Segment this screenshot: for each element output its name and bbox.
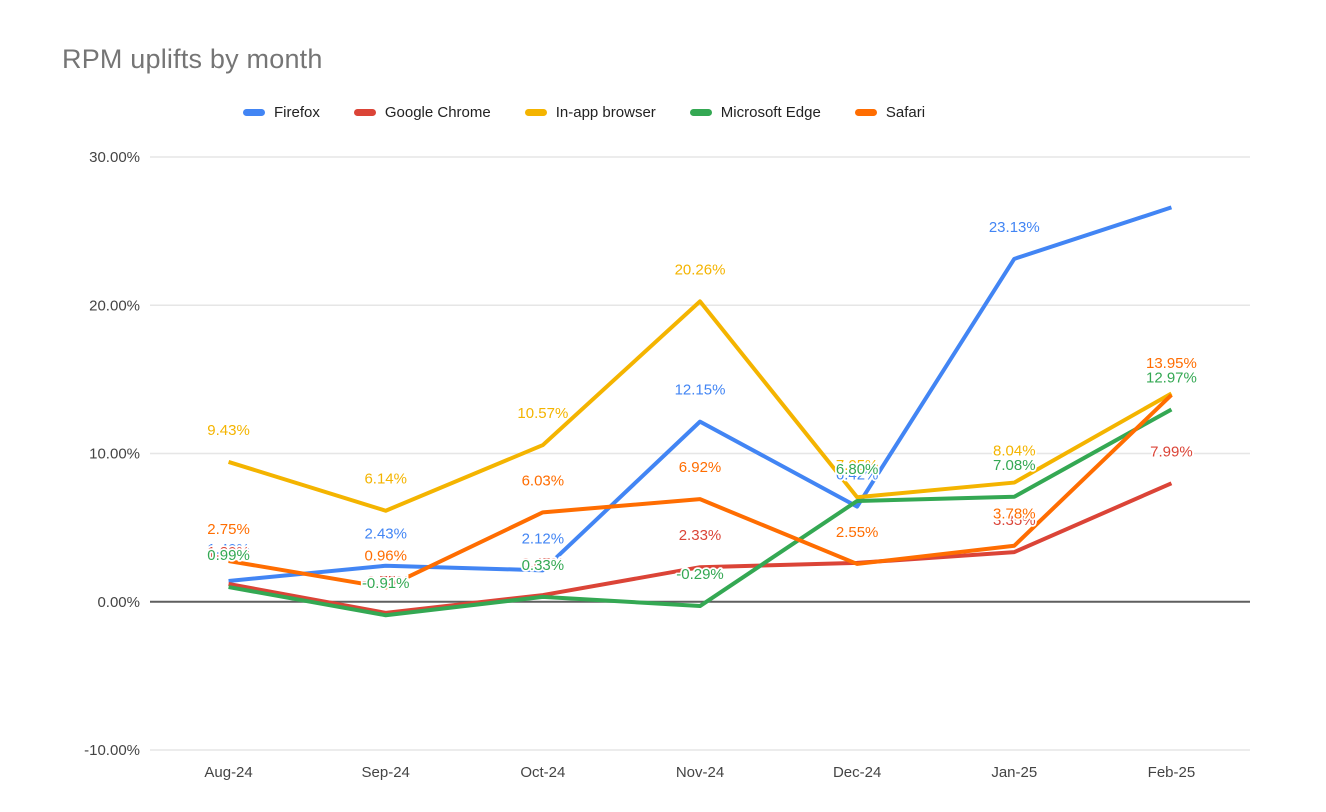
legend-label: Safari bbox=[885, 104, 926, 121]
legend-swatch-icon bbox=[243, 109, 265, 116]
legend: Firefox Google Chrome In-app browser Micros… bbox=[243, 104, 925, 121]
y-axis-tick-label: 30.00% bbox=[89, 149, 140, 166]
data-label-google-chrome: 0.45% bbox=[522, 555, 565, 572]
data-label-microsoft-edge: -0.29% bbox=[676, 566, 724, 583]
data-label-in-app-browser: 10.57% bbox=[517, 405, 568, 422]
data-label-firefox: 2.43% bbox=[364, 526, 407, 543]
y-axis-tick-label: 20.00% bbox=[89, 297, 140, 314]
legend-label: In-app browser bbox=[555, 104, 656, 121]
x-axis-tick-label: Oct-24 bbox=[520, 764, 565, 781]
x-axis-tick-label: Aug-24 bbox=[204, 764, 252, 781]
x-axis-tick-label: Sep-24 bbox=[362, 764, 410, 781]
series-line-google-chrome bbox=[228, 481, 1173, 615]
data-label-firefox: 2.12% bbox=[522, 530, 565, 547]
legend-label: Google Chrome bbox=[384, 104, 491, 121]
data-label-safari: 6.03% bbox=[522, 472, 565, 489]
data-label-safari: 3.78% bbox=[993, 506, 1036, 523]
data-label-firefox: 23.13% bbox=[989, 219, 1040, 236]
data-label-microsoft-edge: 0.99% bbox=[207, 547, 250, 564]
series-line-in-app-browser bbox=[227, 299, 1173, 513]
data-label-microsoft-edge: 6.80% bbox=[836, 461, 879, 478]
x-axis-tick-label: Feb-25 bbox=[1148, 764, 1196, 781]
legend-swatch-icon bbox=[854, 109, 877, 116]
data-label-microsoft-edge: 7.08% bbox=[993, 457, 1036, 474]
series-line-microsoft-edge bbox=[228, 407, 1173, 618]
legend-label: Microsoft Edge bbox=[720, 104, 821, 121]
data-label-google-chrome: 2.33% bbox=[679, 527, 722, 544]
legend-item-firefox[interactable]: Firefox bbox=[243, 104, 320, 121]
data-label-in-app-browser: 6.14% bbox=[364, 471, 407, 488]
series-line-safari bbox=[228, 393, 1173, 590]
data-label-google-chrome: 3.35% bbox=[993, 512, 1036, 529]
data-label-google-chrome: 1.20% bbox=[207, 544, 250, 561]
y-axis-tick-label: 10.00% bbox=[89, 446, 140, 463]
data-label-in-app-browser: 8.04% bbox=[993, 443, 1036, 460]
x-axis-tick-label: Jan-25 bbox=[991, 764, 1037, 781]
data-label-google-chrome: -0.75% bbox=[362, 573, 410, 590]
legend-item-microsoft-edge[interactable]: Microsoft Edge bbox=[689, 104, 821, 121]
data-label-firefox: 1.40% bbox=[207, 541, 250, 558]
legend-item-google-chrome[interactable]: Google Chrome bbox=[353, 104, 491, 121]
data-label-firefox: 6.42% bbox=[836, 467, 879, 484]
data-label-in-app-browser: 7.05% bbox=[836, 457, 879, 474]
legend-item-in-app-browser[interactable]: In-app browser bbox=[524, 104, 656, 121]
y-axis-tick-label: -10.00% bbox=[84, 742, 140, 759]
data-label-safari: 2.55% bbox=[836, 524, 879, 541]
data-label-google-chrome: 7.99% bbox=[1150, 443, 1193, 460]
data-label-in-app-browser: 9.43% bbox=[207, 422, 250, 439]
data-label-safari: 13.95% bbox=[1146, 355, 1197, 372]
legend-swatch-icon bbox=[689, 109, 712, 116]
x-axis-tick-label: Nov-24 bbox=[676, 764, 724, 781]
data-label-microsoft-edge: 0.33% bbox=[522, 557, 565, 574]
legend-swatch-icon bbox=[353, 109, 376, 116]
data-label-in-app-browser: 20.26% bbox=[675, 261, 726, 278]
legend-swatch-icon bbox=[524, 109, 547, 116]
data-label-firefox: 12.15% bbox=[675, 382, 726, 399]
data-label-safari: 2.75% bbox=[207, 521, 250, 538]
data-label-google-chrome: 2.62% bbox=[836, 523, 879, 540]
legend-item-safari[interactable]: Safari bbox=[854, 104, 926, 121]
x-axis-tick-label: Dec-24 bbox=[833, 764, 881, 781]
chart-title: RPM uplifts by month bbox=[62, 44, 323, 74]
data-label-microsoft-edge: -0.91% bbox=[362, 575, 410, 592]
y-axis-tick-label: 0.00% bbox=[97, 594, 140, 611]
data-label-microsoft-edge: 12.97% bbox=[1146, 369, 1197, 386]
legend-label: Firefox bbox=[274, 104, 320, 121]
data-label-safari: 6.92% bbox=[679, 459, 722, 476]
series-line-firefox bbox=[228, 205, 1173, 583]
data-label-in-app-browser: 14.05% bbox=[1146, 353, 1197, 370]
data-label-safari: 0.96% bbox=[364, 548, 407, 565]
